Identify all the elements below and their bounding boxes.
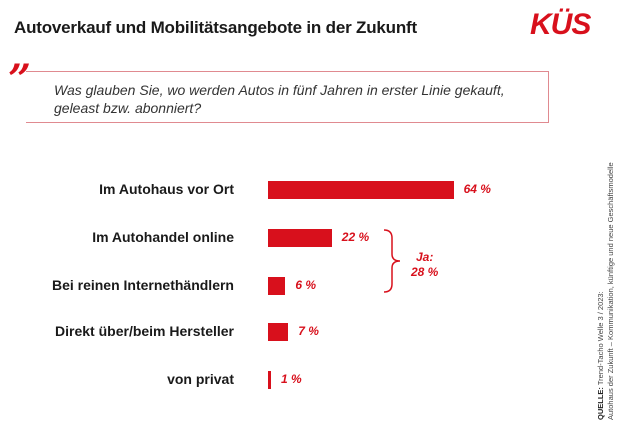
category-label: Bei reinen Internethändlern [51, 277, 234, 293]
kues-logo: KÜS [530, 8, 591, 41]
bar [268, 371, 271, 389]
category-label: Im Autohandel online [92, 229, 234, 245]
annotation-value: 28 % [411, 265, 439, 279]
source-note: QUELLE: Trend-Tacho Welle 3 / 2023: Auto… [596, 162, 616, 420]
category-label: Direkt über/beim Hersteller [55, 323, 234, 339]
bar [268, 277, 286, 295]
value-label: 6 % [295, 278, 317, 292]
category-label: von privat [167, 371, 234, 387]
source-line-1: Trend-Tacho Welle 3 / 2023: [596, 291, 605, 386]
bar [268, 323, 289, 341]
survey-question: Was glauben Sie, wo werden Autos in fünf… [54, 82, 505, 116]
value-label: 7 % [298, 324, 319, 338]
quote-icon: ” [8, 56, 32, 103]
source-label: QUELLE: [596, 387, 605, 420]
combined-annotation: Ja: 28 % [411, 250, 438, 280]
category-label: Im Autohaus vor Ort [99, 181, 234, 197]
value-label: 1 % [281, 372, 302, 386]
question-box [26, 71, 549, 123]
brace-icon [383, 229, 401, 293]
chart-title: Autoverkauf und Mobilitätsangebote in de… [14, 18, 417, 37]
bar [268, 181, 454, 199]
annotation-label: Ja: [416, 250, 434, 264]
source-line-2: Autohaus der Zukunft – Kommunikation, kü… [606, 162, 615, 420]
value-label: 64 % [463, 182, 491, 196]
bar [268, 229, 332, 247]
value-label: 22 % [341, 230, 370, 244]
